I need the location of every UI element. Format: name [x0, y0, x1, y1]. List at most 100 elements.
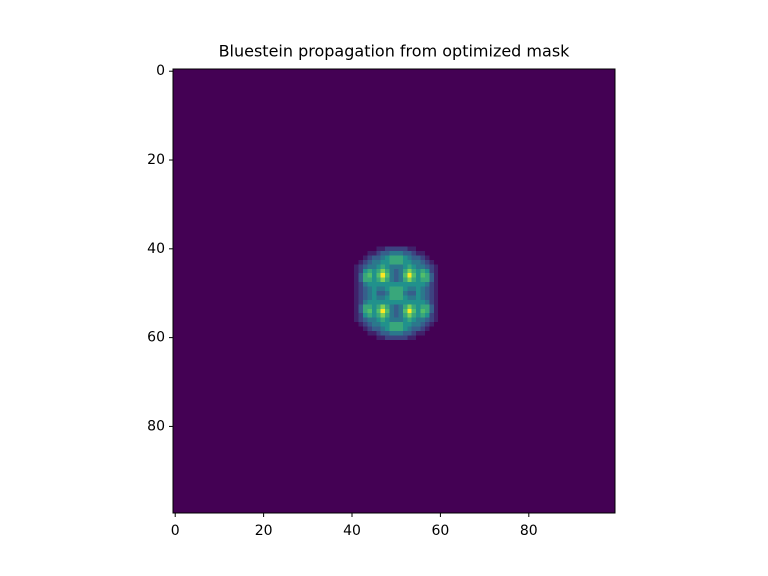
image-cell: [354, 259, 359, 265]
chart-title: Bluestein propagation from optimized mas…: [219, 42, 571, 61]
image-cell: [402, 335, 408, 341]
image-cell: [376, 313, 382, 318]
image-cell: [354, 273, 359, 278]
image-cell: [380, 286, 386, 292]
image-cell: [380, 273, 386, 278]
image-cell: [429, 259, 435, 265]
image-cell: [424, 322, 430, 327]
image-cell: [429, 282, 435, 287]
image-cell: [402, 268, 408, 274]
image-cell: [433, 304, 439, 310]
image-cell: [424, 330, 430, 336]
image-cell: [429, 313, 435, 318]
image-cell: [389, 277, 395, 283]
image-cell: [407, 308, 412, 314]
image-cell: [385, 322, 390, 327]
image-cell: [358, 291, 364, 296]
image-cell: [424, 268, 430, 274]
image-cell: [389, 308, 395, 314]
image-cell: [433, 246, 439, 252]
image-cell: [438, 259, 443, 265]
image-cell: [380, 313, 386, 318]
image-cell: [394, 308, 399, 314]
image-cell: [438, 291, 443, 296]
image-cell: [438, 264, 443, 270]
image-cell: [371, 291, 377, 296]
image-cell: [416, 268, 421, 274]
image-cell: [349, 335, 355, 341]
image-cell: [380, 299, 386, 305]
image-cell: [429, 264, 435, 270]
image-cell: [363, 308, 368, 314]
image-cell: [398, 282, 404, 287]
image-cell: [349, 313, 355, 318]
image-cell: [407, 251, 412, 256]
image-cell: [407, 304, 412, 310]
image-cell: [389, 259, 395, 265]
image-cell: [411, 273, 417, 278]
image-cell: [416, 273, 421, 278]
image-cell: [349, 291, 355, 296]
image-cell: [407, 268, 412, 274]
image-cell: [380, 330, 386, 336]
image-cell: [385, 246, 390, 252]
image-cell: [394, 295, 399, 301]
image-cell: [376, 291, 382, 296]
image-cell: [363, 286, 368, 292]
image-cell: [367, 259, 373, 265]
image-cell: [371, 295, 377, 301]
image-cell: [380, 326, 386, 332]
image-cell: [394, 268, 399, 274]
image-cell: [380, 282, 386, 287]
image-cell: [380, 308, 386, 314]
image-cell: [424, 308, 430, 314]
image-cell: [433, 322, 439, 327]
image-cell: [402, 264, 408, 270]
image-cell: [389, 264, 395, 270]
image-cell: [371, 313, 377, 318]
image-cell: [349, 282, 355, 287]
image-cell: [380, 251, 386, 256]
image-cell: [380, 317, 386, 323]
image-cell: [363, 246, 368, 252]
image-cell: [349, 304, 355, 310]
image-cell: [429, 295, 435, 301]
image-cell: [349, 255, 355, 261]
y-tick-label: 40: [147, 241, 165, 257]
image-cell: [376, 273, 382, 278]
image-cell: [416, 330, 421, 336]
image-cell: [420, 317, 426, 323]
image-cell: [385, 277, 390, 283]
image-cell: [420, 286, 426, 292]
image-cell: [380, 268, 386, 274]
image-cell: [424, 264, 430, 270]
image-cell: [363, 277, 368, 283]
image-cell: [402, 313, 408, 318]
image-cell: [416, 326, 421, 332]
image-cell: [407, 317, 412, 323]
image-cell: [385, 295, 390, 301]
image-cell: [349, 277, 355, 283]
image-cell: [402, 273, 408, 278]
image-cell: [371, 317, 377, 323]
image-cell: [398, 317, 404, 323]
image-cell: [433, 299, 439, 305]
image-cell: [433, 277, 439, 283]
image-cell: [424, 299, 430, 305]
image-cell: [438, 246, 443, 252]
image-cell: [438, 282, 443, 287]
image-cell: [389, 268, 395, 274]
image-cell: [394, 286, 399, 292]
image-cell: [416, 255, 421, 261]
image-cell: [389, 317, 395, 323]
image-cell: [385, 282, 390, 287]
image-cell: [363, 255, 368, 261]
image-cell: [407, 259, 412, 265]
image-cell: [376, 295, 382, 301]
image-cell: [402, 330, 408, 336]
image-cell: [411, 304, 417, 310]
image-cell: [389, 335, 395, 341]
image-cell: [367, 286, 373, 292]
image-cell: [398, 326, 404, 332]
image-cell: [389, 322, 395, 327]
